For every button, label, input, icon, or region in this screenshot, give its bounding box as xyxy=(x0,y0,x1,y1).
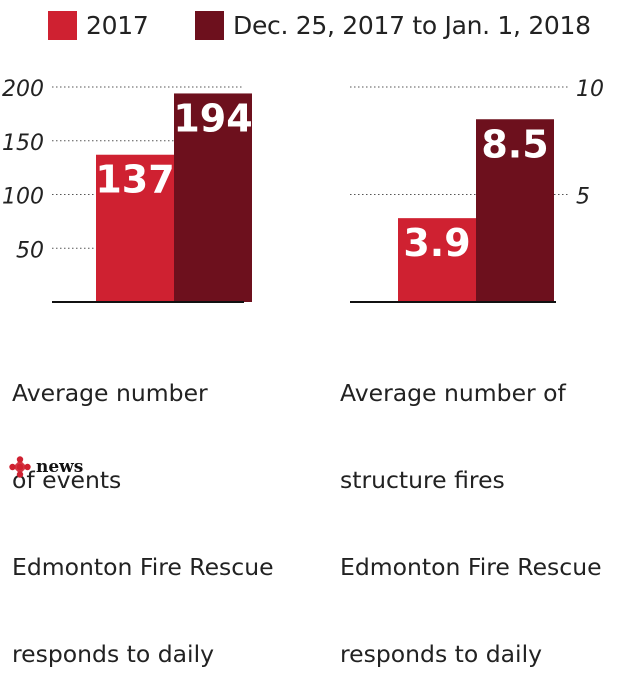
chart-2-value-label: 8.5 xyxy=(481,122,548,166)
chart-2-bar-holiday xyxy=(476,119,554,302)
chart-2-bar-2017 xyxy=(398,218,476,302)
chart-2-value-label: 3.9 xyxy=(403,221,470,265)
legend-item-2017: 2017 xyxy=(48,9,149,41)
chart-1-tick-label: 50 xyxy=(16,238,44,263)
chart-1-value-label: 194 xyxy=(173,96,252,140)
charts-canvas: 50 100 150 200 137 194 5 10 3.9 8.5 xyxy=(2,77,604,303)
chart-1-caption: Average number of events Edmonton Fire R… xyxy=(12,321,274,698)
chart-1-caption-line: Edmonton Fire Rescue xyxy=(12,553,274,581)
chart-1-bar-2017 xyxy=(96,154,174,302)
chart-1-caption-line: responds to daily xyxy=(12,640,215,668)
chart-1-value-label: 137 xyxy=(95,158,174,202)
chart-2-tick-label: 10 xyxy=(576,77,604,102)
chart-1-tick-label: 150 xyxy=(2,131,44,156)
chart-2-caption-line: Average number of xyxy=(340,379,566,407)
chart-2-caption: Average number of structure fires Edmont… xyxy=(340,321,602,698)
legend-swatch-holiday xyxy=(195,10,224,40)
cbc-news-logo: news xyxy=(8,455,83,479)
chart-1-tick-label: 200 xyxy=(2,77,44,102)
chart-1-bar-holiday xyxy=(174,93,252,302)
chart-2-caption-line: Edmonton Fire Rescue xyxy=(340,553,602,581)
chart-2-tick-label: 5 xyxy=(576,185,590,210)
cbc-gem-icon xyxy=(9,456,31,478)
chart-2-caption-line: structure fires xyxy=(340,466,505,494)
chart-2-caption-line: responds to daily xyxy=(340,640,543,668)
legend-label-2017: 2017 xyxy=(86,10,149,40)
logo-text: news xyxy=(36,457,84,477)
legend-item-holiday: Dec. 25, 2017 to Jan. 1, 2018 xyxy=(195,9,591,41)
legend-label-holiday: Dec. 25, 2017 to Jan. 1, 2018 xyxy=(233,10,591,40)
legend: 2017 Dec. 25, 2017 to Jan. 1, 2018 xyxy=(0,0,620,50)
chart-1-tick-label: 100 xyxy=(2,185,44,210)
legend-swatch-2017 xyxy=(48,10,77,40)
chart-1-caption-line: Average number xyxy=(12,379,208,407)
